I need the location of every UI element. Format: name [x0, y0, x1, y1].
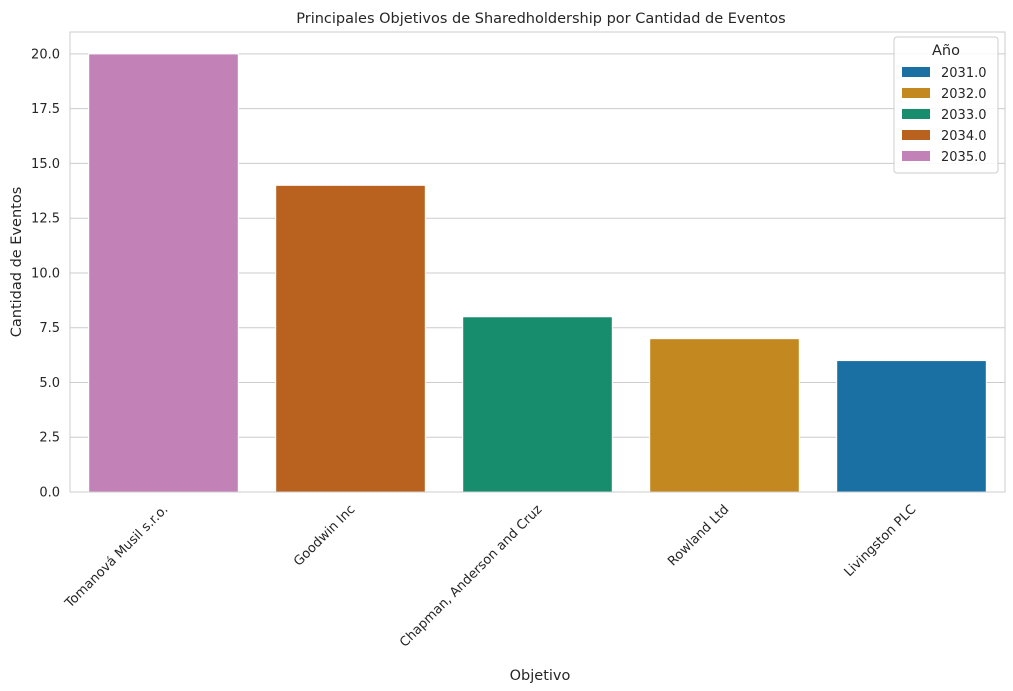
legend-entry-label: 2032.0 — [941, 87, 987, 102]
legend-entry-label: 2031.0 — [941, 66, 987, 81]
legend-title: Año — [932, 43, 960, 59]
bar — [836, 360, 987, 493]
legend-swatch — [902, 109, 930, 119]
legend-entry-label: 2035.0 — [941, 150, 987, 165]
x-tick-label: Tomanová Musil s.r.o. — [62, 502, 172, 612]
chart-title: Principales Objetivos de Sharedholdershi… — [296, 11, 785, 27]
x-axis-ticks: Tomanová Musil s.r.o. Goodwin Inc Chapman,… — [62, 502, 920, 650]
legend-swatch — [902, 151, 930, 161]
y-tick-label: 2.5 — [39, 431, 60, 446]
legend: Año 2031.0 2032.0 2033.0 2034.0 2035.0 — [893, 36, 999, 174]
x-axis-label: Objetivo — [510, 668, 571, 684]
legend-entry-label: 2034.0 — [941, 129, 987, 144]
bar — [462, 316, 613, 493]
legend-swatch — [902, 67, 930, 77]
bar — [88, 53, 239, 493]
y-tick-label: 12.5 — [31, 212, 60, 227]
y-tick-label: 17.5 — [31, 102, 60, 117]
y-tick-label: 7.5 — [39, 321, 60, 336]
y-tick-label: 20.0 — [31, 47, 60, 62]
legend-swatch — [902, 130, 930, 140]
bars — [88, 53, 987, 493]
y-axis-label: Cantidad de Eventos — [9, 187, 25, 338]
legend-swatch — [902, 88, 930, 98]
y-tick-label: 15.0 — [31, 157, 60, 172]
bar — [275, 184, 426, 493]
x-tick-label: Chapman, Anderson and Cruz — [397, 502, 545, 650]
x-tick-label: Livingston PLC — [842, 502, 920, 580]
y-tick-label: 0.0 — [39, 486, 60, 501]
x-tick-label: Rowland Ltd — [665, 502, 732, 569]
plot-frame — [69, 31, 1006, 493]
x-tick-label: Goodwin Inc — [291, 502, 358, 569]
y-tick-label: 5.0 — [39, 376, 60, 391]
y-axis-ticks: 0.0 2.5 5.0 7.5 10.0 12.5 15.0 17.5 20.0 — [31, 47, 60, 500]
y-tick-label: 10.0 — [31, 266, 60, 281]
bar — [649, 338, 800, 493]
legend-entry-label: 2033.0 — [941, 108, 987, 123]
